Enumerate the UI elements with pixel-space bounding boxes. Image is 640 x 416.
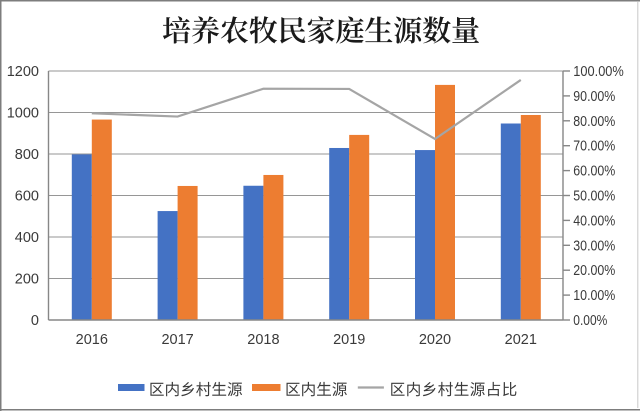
svg-text:600: 600 — [15, 189, 39, 205]
svg-text:2021: 2021 — [505, 332, 537, 348]
svg-text:10.00%: 10.00% — [573, 288, 615, 304]
svg-text:2018: 2018 — [247, 332, 279, 348]
svg-text:40.00%: 40.00% — [573, 213, 615, 229]
svg-text:2019: 2019 — [333, 332, 365, 348]
svg-text:20.00%: 20.00% — [573, 263, 615, 279]
svg-text:100.00%: 100.00% — [573, 64, 624, 80]
svg-text:70.00%: 70.00% — [573, 139, 615, 155]
svg-text:0: 0 — [31, 313, 39, 329]
svg-text:2020: 2020 — [419, 332, 451, 348]
svg-text:30.00%: 30.00% — [573, 238, 615, 254]
svg-text:2017: 2017 — [161, 332, 193, 348]
svg-text:80.00%: 80.00% — [573, 114, 615, 130]
svg-text:90.00%: 90.00% — [573, 89, 615, 105]
svg-text:1000: 1000 — [7, 106, 39, 122]
svg-text:50.00%: 50.00% — [573, 189, 615, 205]
svg-text:1200: 1200 — [7, 64, 39, 80]
svg-text:0.00%: 0.00% — [573, 313, 607, 329]
svg-text:800: 800 — [15, 147, 39, 163]
svg-text:200: 200 — [15, 272, 39, 288]
svg-text:400: 400 — [15, 230, 39, 246]
svg-text:2016: 2016 — [76, 332, 108, 348]
svg-text:60.00%: 60.00% — [573, 164, 615, 180]
